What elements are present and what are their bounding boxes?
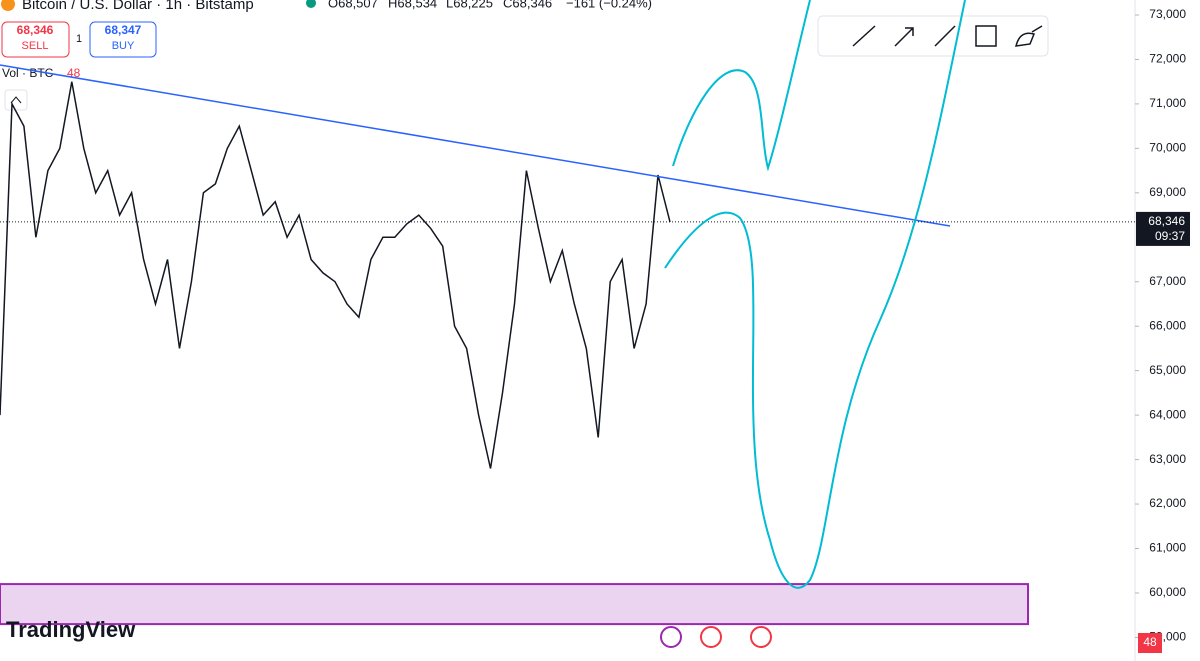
buy-price: 68,347 xyxy=(105,23,142,37)
event-icon[interactable] xyxy=(660,626,682,648)
price-line xyxy=(0,81,671,469)
drawing-path xyxy=(672,0,811,172)
y-tick-label: 71,000 xyxy=(1149,96,1186,110)
volume-badge-bg xyxy=(1138,633,1162,653)
y-tick-label: 69,000 xyxy=(1149,185,1186,199)
zone xyxy=(0,583,1029,626)
drawing-toolbar xyxy=(817,15,1049,57)
y-tick-label: 66,000 xyxy=(1149,318,1186,332)
y-tick-label: 64,000 xyxy=(1149,407,1186,421)
y-tick-label: 61,000 xyxy=(1149,541,1186,555)
y-tick-label: 65,000 xyxy=(1149,363,1186,377)
brush-tool[interactable] xyxy=(1015,25,1043,47)
y-tick-label: 70,000 xyxy=(1149,141,1186,155)
sell-price: 68,346 xyxy=(17,23,54,37)
spread: 1 xyxy=(76,33,82,45)
ohlc-open: O68,507 xyxy=(328,0,378,10)
last-price-label: 68,346 xyxy=(1148,214,1185,228)
last-price-badge xyxy=(1136,211,1190,246)
sell-button[interactable] xyxy=(1,21,70,58)
ohlc-close: C68,346 xyxy=(503,0,552,10)
y-tick-label: 63,000 xyxy=(1149,452,1186,466)
drawing-path xyxy=(664,0,966,589)
plot: 73,000 72,000 71,000 70,000 69,000 67,000 66,0… xyxy=(0,7,1186,644)
ohlc-change: −161 (−0.24%) xyxy=(566,0,652,10)
bitcoin-icon xyxy=(1,0,15,11)
ray-tool[interactable] xyxy=(934,25,956,47)
volume-badge: 48 xyxy=(1143,635,1157,649)
symbol: Bitcoin / U.S. Dollar · 1h · Bitstamp xyxy=(22,0,254,13)
collapse-icon xyxy=(10,96,22,104)
ohlc-low: L68,225 xyxy=(446,0,493,10)
market-status xyxy=(306,0,316,8)
sell-label: SELL xyxy=(22,40,49,52)
ohlc-high: H68,534 xyxy=(388,0,437,10)
y-tick-label: 73,000 xyxy=(1149,7,1186,21)
rectangle-tool[interactable] xyxy=(975,25,997,47)
y-tick-label: 60,000 xyxy=(1149,585,1186,599)
y-tick-label: 72,000 xyxy=(1149,52,1186,66)
collapse-button[interactable] xyxy=(4,89,28,111)
buy-label: BUY xyxy=(112,40,135,52)
volume-label: Vol · BTC xyxy=(2,66,54,80)
countdown: 09:37 xyxy=(1155,229,1185,243)
brand: TradingView xyxy=(6,617,136,642)
arrow-tool[interactable] xyxy=(894,27,914,47)
buy-button[interactable] xyxy=(89,21,157,58)
event-icon[interactable] xyxy=(700,626,722,648)
trendline-tool[interactable] xyxy=(852,25,876,47)
y-tick-label: 62,000 xyxy=(1149,496,1186,510)
event-icon[interactable] xyxy=(750,626,772,648)
y-tick-label: 67,000 xyxy=(1149,274,1186,288)
trendline xyxy=(0,64,951,227)
